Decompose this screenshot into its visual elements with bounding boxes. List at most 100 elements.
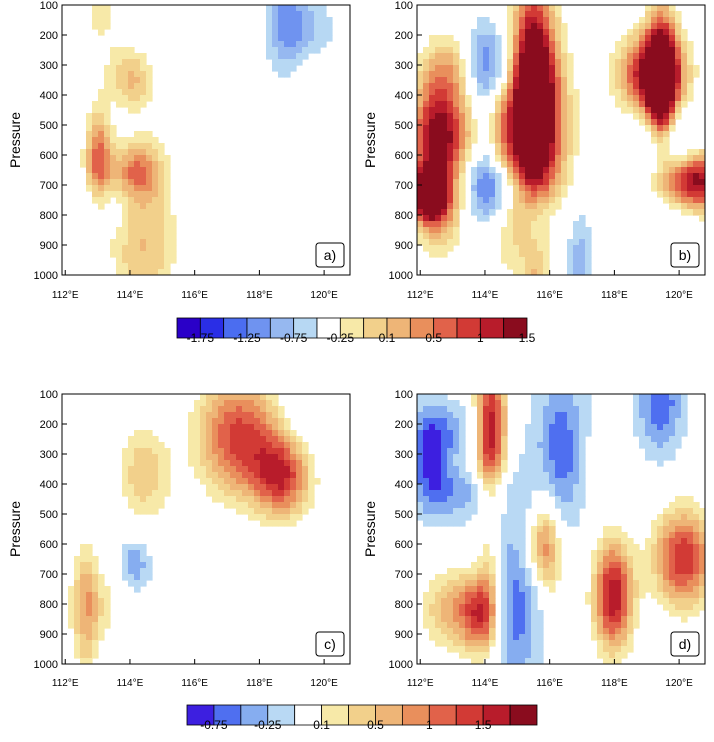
field-cell — [465, 574, 472, 581]
field-cell — [549, 149, 556, 156]
field-cell — [98, 137, 105, 144]
y-tick-label: 500 — [395, 120, 413, 132]
field-cell — [531, 550, 538, 557]
field-cell — [429, 215, 436, 222]
field-cell — [272, 406, 279, 413]
field-cell — [549, 203, 556, 210]
field-cell — [429, 634, 436, 641]
field-cell — [555, 137, 562, 144]
field-cell — [513, 131, 520, 138]
field-cell — [609, 592, 616, 599]
field-cell — [296, 472, 303, 479]
field-cell — [236, 412, 243, 419]
field-cell — [417, 95, 424, 102]
field-cell — [224, 460, 231, 467]
field-cell — [633, 568, 640, 575]
field-cell — [549, 41, 556, 48]
field-cell — [573, 418, 580, 425]
field-cell — [531, 23, 538, 30]
field-cell — [507, 556, 514, 563]
field-cell — [459, 113, 466, 120]
field-cell — [423, 622, 430, 629]
field-cell — [477, 460, 484, 467]
field-cell — [543, 53, 550, 60]
x-tick-label: 114°E — [117, 678, 144, 689]
y-tick-label: 700 — [395, 569, 413, 581]
field-cell — [80, 586, 87, 593]
field-cell — [675, 580, 682, 587]
field-cell — [447, 490, 454, 497]
field-cell — [645, 23, 652, 30]
field-cell — [134, 478, 141, 485]
field-cell — [561, 161, 568, 168]
y-tick-label: 200 — [395, 419, 413, 431]
field-cell — [417, 430, 424, 437]
field-cell — [519, 143, 526, 150]
field-cell — [501, 586, 508, 593]
field-cell — [423, 125, 430, 132]
field-cell — [308, 478, 315, 485]
field-cell — [453, 155, 460, 162]
field-cell — [555, 484, 562, 491]
field-cell — [158, 466, 165, 473]
field-cell — [104, 101, 111, 108]
field-cell — [254, 424, 261, 431]
field-cell — [272, 466, 279, 473]
field-cell — [278, 65, 285, 72]
field-cell — [675, 173, 682, 180]
field-cell — [92, 185, 99, 192]
field-cell — [639, 436, 646, 443]
field-cell — [435, 490, 442, 497]
field-cell — [104, 185, 111, 192]
field-cell — [465, 592, 472, 599]
field-cell — [134, 53, 141, 60]
y-tick-label: 1000 — [389, 270, 413, 282]
field-cell — [477, 418, 484, 425]
field-cell — [417, 448, 424, 455]
field-cell — [669, 191, 676, 198]
field-cell — [453, 640, 460, 647]
field-cell — [501, 442, 508, 449]
field-cell — [597, 592, 604, 599]
field-cell — [429, 622, 436, 629]
field-cell — [651, 101, 658, 108]
field-cell — [110, 77, 117, 84]
field-cell — [266, 502, 273, 509]
field-cell — [489, 424, 496, 431]
field-cell — [453, 490, 460, 497]
field-cell — [224, 496, 231, 503]
field-cell — [471, 490, 478, 497]
field-cell — [483, 442, 490, 449]
field-cell — [531, 17, 538, 24]
field-cell — [236, 406, 243, 413]
field-cell — [525, 646, 532, 653]
field-cell — [248, 430, 255, 437]
field-cell — [657, 47, 664, 54]
field-cell — [693, 197, 700, 204]
field-cell — [471, 484, 478, 491]
y-tick-label: 100 — [395, 0, 413, 12]
field-cell — [501, 257, 508, 264]
field-cell — [465, 155, 472, 162]
field-cell — [477, 616, 484, 623]
field-cell — [260, 454, 267, 461]
field-cell — [465, 137, 472, 144]
x-tick-label: 118°E — [246, 678, 273, 689]
field-cell — [561, 460, 568, 467]
y-axis-label: Pressure — [7, 112, 23, 168]
field-cell — [651, 47, 658, 54]
field-cell — [242, 442, 249, 449]
field-cell — [669, 424, 676, 431]
field-cell — [597, 598, 604, 605]
field-cell — [633, 418, 640, 425]
field-cell — [699, 538, 705, 545]
field-cell — [513, 173, 520, 180]
field-cell — [104, 125, 111, 132]
field-cell — [669, 520, 676, 527]
field-cell — [681, 592, 688, 599]
field-cell — [663, 436, 670, 443]
field-cell — [447, 101, 454, 108]
field-cell — [657, 185, 664, 192]
field-cell — [657, 77, 664, 84]
field-cell — [699, 167, 705, 174]
